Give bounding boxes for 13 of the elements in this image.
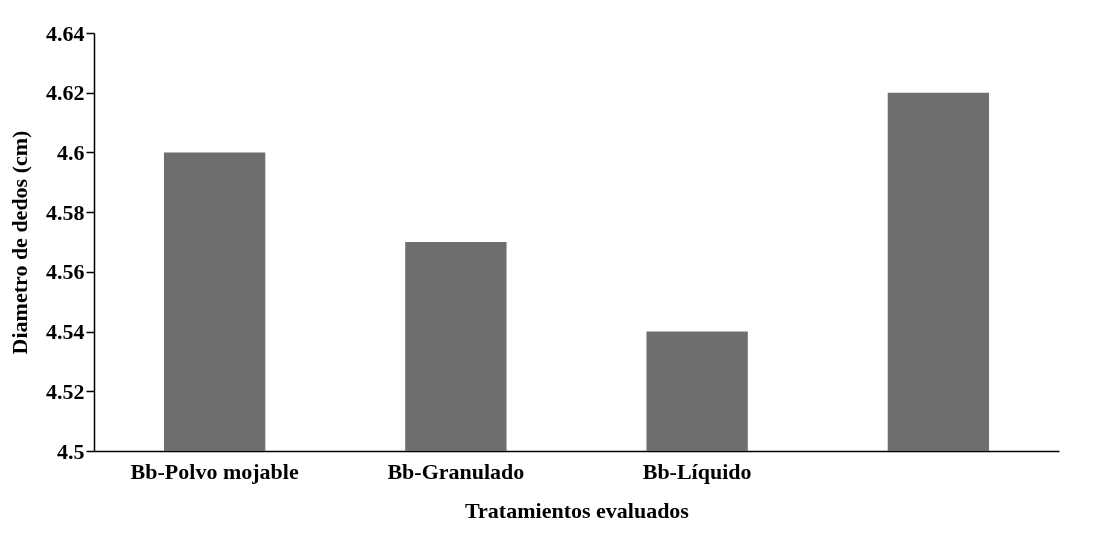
x-tick-label: Bb-Granulado	[387, 458, 525, 484]
y-tick-label: 4.54	[46, 319, 85, 345]
x-tick-label: Bb-Polvo mojable	[130, 458, 299, 484]
y-axis-title: Diametro de dedos (cm)	[7, 130, 32, 355]
y-tick-label: 4.5	[57, 438, 85, 464]
x-tick-label: Bb-Líquido	[642, 458, 752, 484]
y-tick-label: 4.58	[46, 199, 85, 225]
y-tick-label: 4.6	[57, 139, 85, 165]
y-tick-label: 4.56	[46, 259, 85, 285]
y-tick-label: 4.52	[46, 378, 85, 404]
x-axis-title: Tratamientos evaluados	[465, 497, 690, 523]
y-tick-label: 4.64	[46, 20, 85, 46]
y-tick-label: 4.62	[46, 80, 85, 106]
